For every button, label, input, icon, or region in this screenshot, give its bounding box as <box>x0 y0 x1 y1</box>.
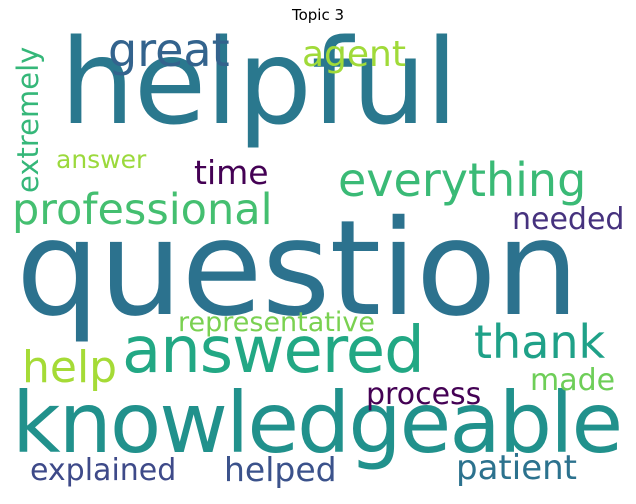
word-help: help <box>22 342 118 393</box>
word-answer: answer <box>56 145 147 174</box>
word-thank: thank <box>474 315 606 369</box>
word-helped: helped <box>224 450 337 489</box>
word-everything: everything <box>338 153 587 207</box>
word-made: made <box>530 363 616 398</box>
word-representative: representative <box>178 307 375 338</box>
word-great: great <box>108 33 230 77</box>
word-question: question <box>16 192 579 346</box>
word-answered: answered <box>122 314 425 388</box>
word-explained: explained <box>30 453 177 488</box>
word-patient: patient <box>456 448 577 488</box>
word-process: process <box>366 377 482 412</box>
word-professional: professional <box>12 185 273 235</box>
word-time: time <box>194 153 269 192</box>
word-cloud: helpful question knowledgeable answered … <box>12 33 624 493</box>
word-helpful: helpful <box>60 33 458 151</box>
word-needed: needed <box>512 202 624 237</box>
word-agent: agent <box>302 34 406 75</box>
chart-title: Topic 3 <box>291 6 345 24</box>
word-knowledgeable: knowledgeable <box>12 374 623 472</box>
word-extremely: extremely <box>12 46 45 193</box>
